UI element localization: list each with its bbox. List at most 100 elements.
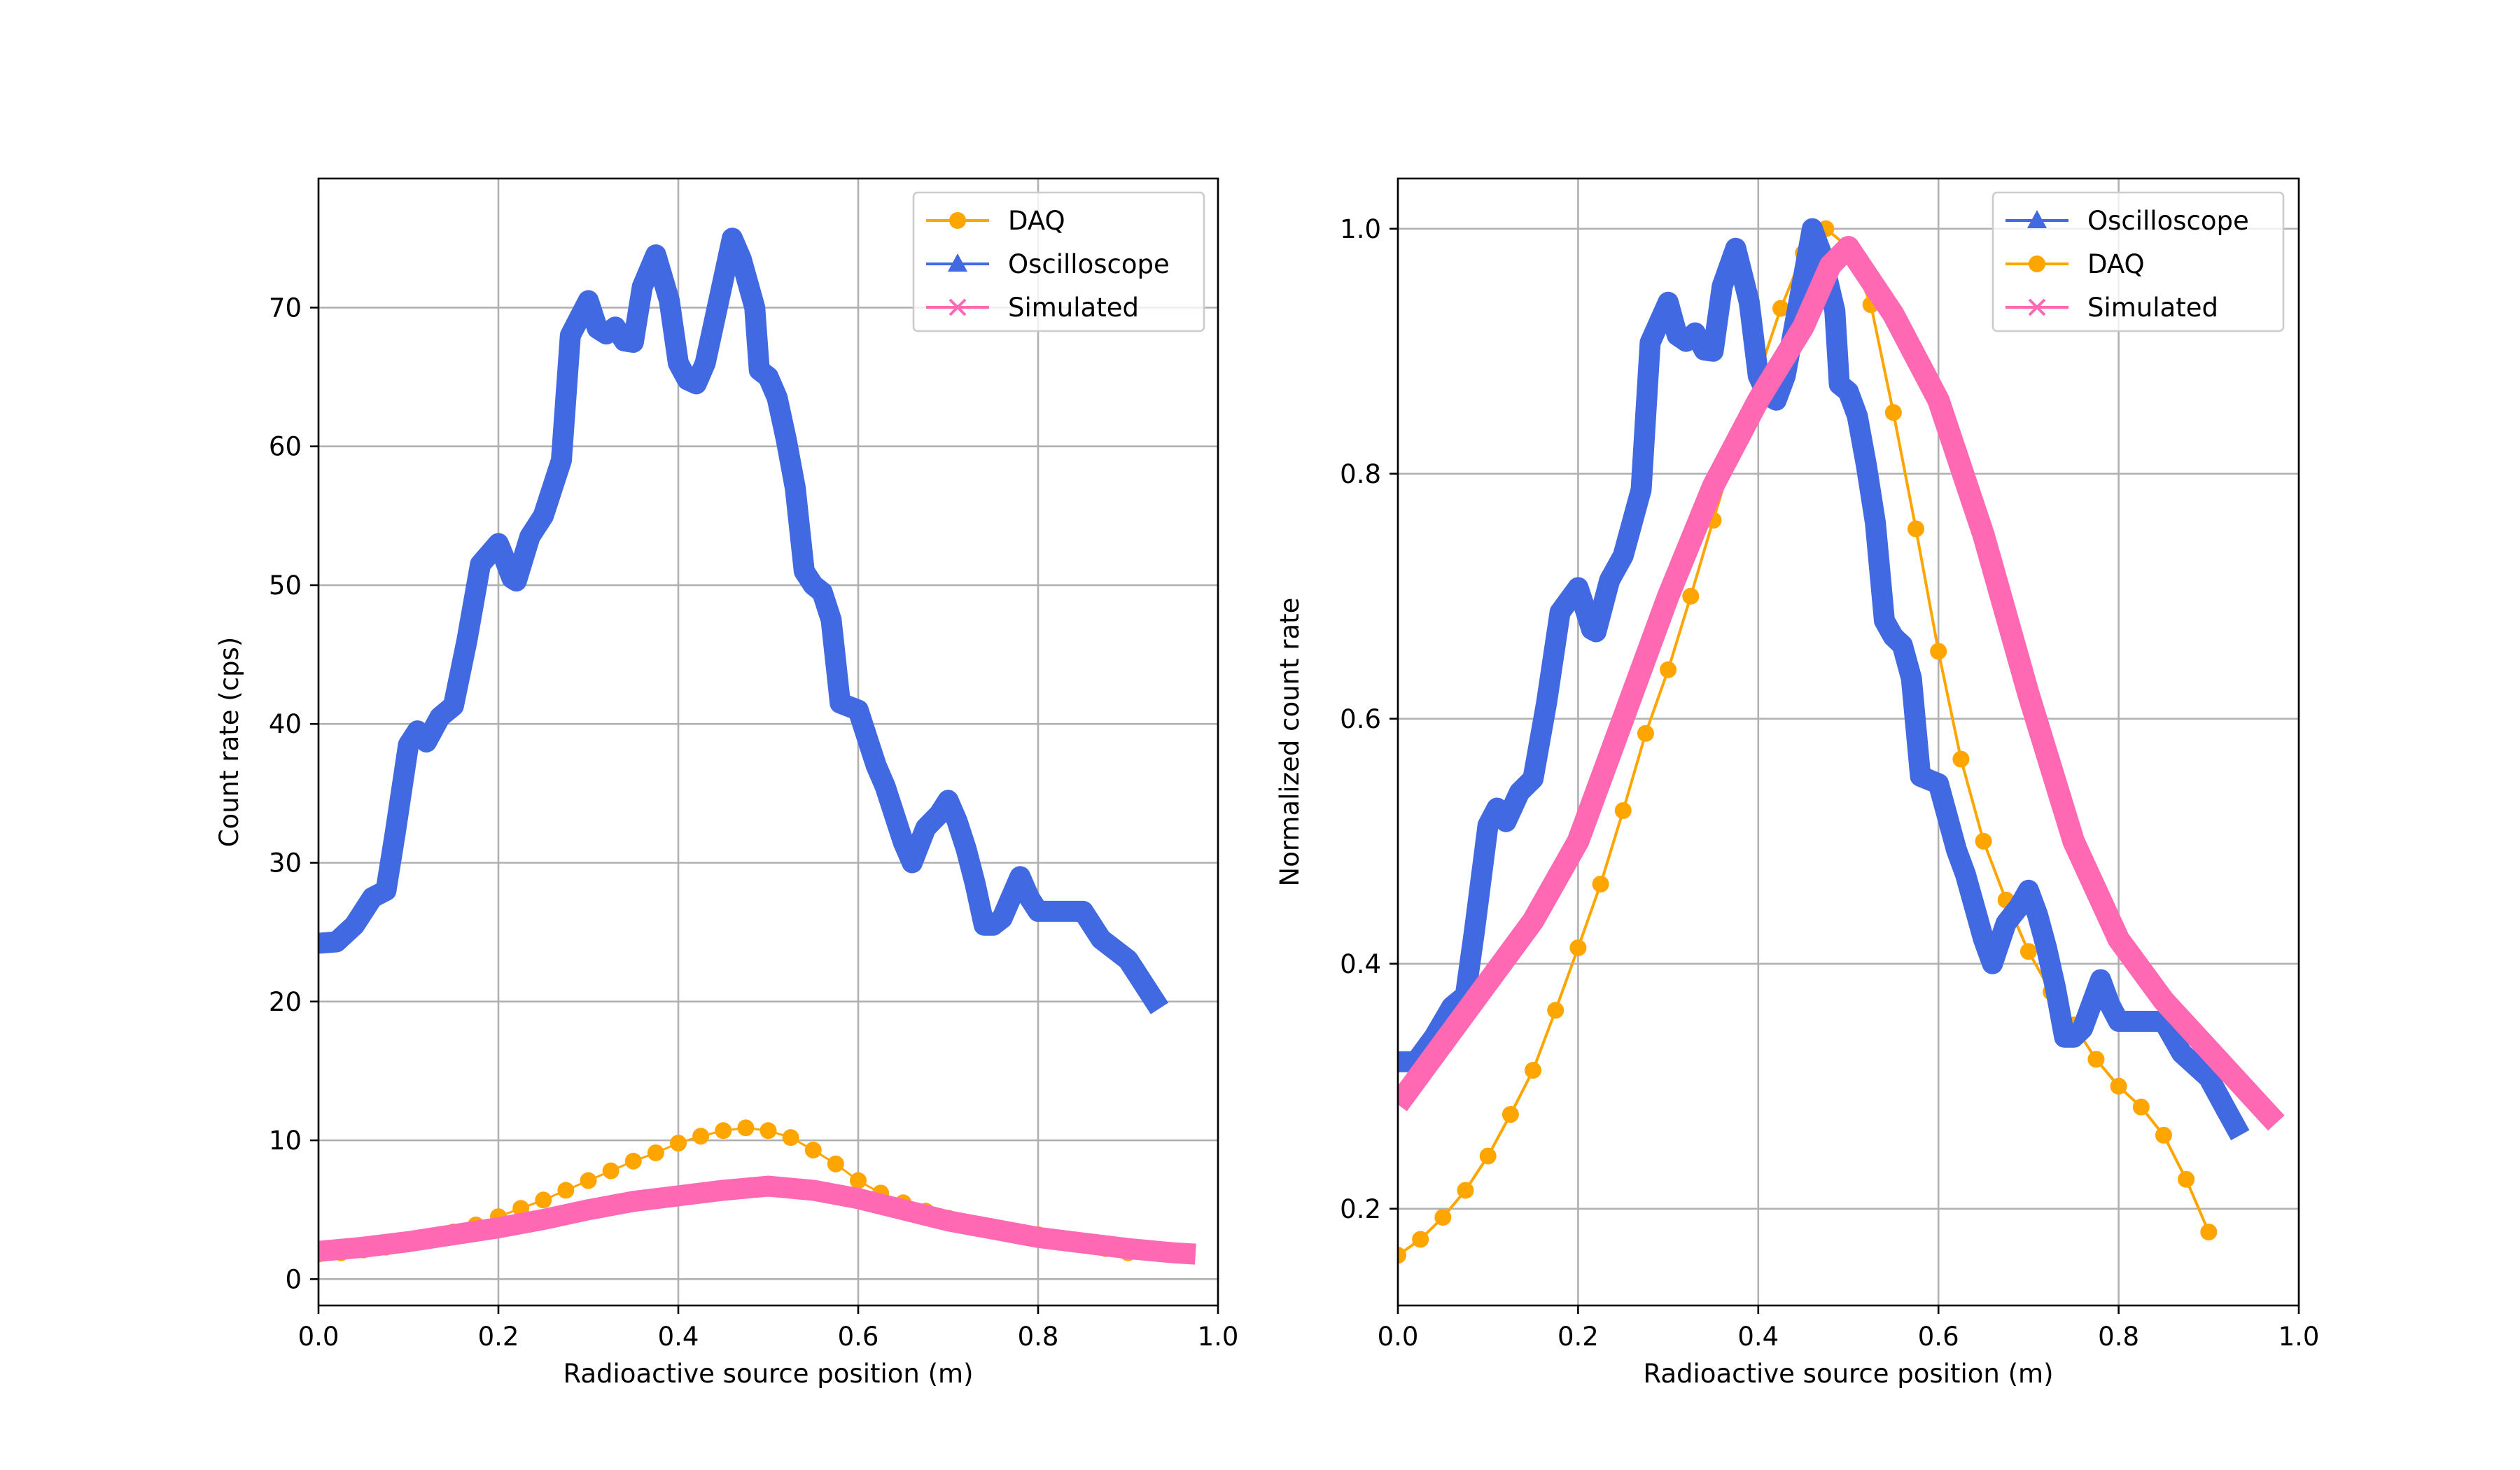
legend: DAQ Oscilloscope Simulated: [912, 191, 1205, 332]
series-oscilloscope: [318, 227, 1169, 1014]
x-tick-label: 0.2: [1558, 1322, 1599, 1352]
data-point-daq: [827, 1155, 844, 1172]
data-point-daq: [2087, 1051, 2105, 1068]
legend-entry: Oscilloscope: [926, 249, 1170, 279]
y-tick-label: 0: [285, 1264, 302, 1294]
data-point-daq: [1682, 587, 1700, 605]
y-tick-label: 0.6: [1340, 704, 1381, 734]
legend-entry: Oscilloscope: [2005, 206, 2249, 236]
data-point-daq: [2200, 1224, 2218, 1240]
chart-panel-2: 0.0 0.2 0.4 0.6 0.8 1.0 0.2 0.4 0.6 0.8 1.0 Radioac…: [1275, 177, 2320, 1389]
data-point-daq: [602, 1162, 620, 1180]
data-point-daq: [624, 1152, 642, 1170]
data-point-daq: [535, 1191, 552, 1209]
data-point-daq: [2110, 1077, 2127, 1095]
y-tick-label: 60: [269, 432, 302, 462]
series-simulated: [318, 1175, 1196, 1265]
legend-entry: Simulated: [926, 293, 1139, 323]
plot-area: [318, 227, 1196, 1265]
x-tick-label: 0.2: [478, 1322, 519, 1352]
x-tick-label: 0.6: [838, 1322, 879, 1352]
data-point-daq: [1930, 643, 1947, 660]
data-point-daq: [1434, 1209, 1452, 1226]
data-point-daq: [2178, 1170, 2195, 1188]
x-tick-label: 1.0: [2278, 1322, 2320, 1352]
axes-frame: [1396, 177, 2300, 1307]
data-point-daq: [557, 1182, 575, 1199]
chart-panel-1: 0.0 0.2 0.4 0.6 0.8 1.0 0 10 20 30 40 50 60 70 Radioac…: [214, 177, 1239, 1389]
y-tick-label: 20: [269, 987, 302, 1017]
data-point-daq: [850, 1172, 867, 1189]
legend-marker-triangle: [948, 253, 967, 272]
legend-marker-circle: [949, 212, 966, 229]
legend-entry: DAQ: [2005, 249, 2145, 279]
legend-label: Simulated: [1008, 293, 1139, 323]
data-point-daq: [647, 1144, 664, 1161]
legend-entry: Simulated: [2005, 293, 2218, 323]
data-point-daq: [1569, 939, 1587, 956]
x-tick-label: 0.4: [1737, 1322, 1779, 1352]
y-tick-label: 0.8: [1340, 459, 1381, 489]
series-line-simulated: [318, 1175, 1196, 1265]
legend-label: Oscilloscope: [2087, 206, 2249, 236]
y-tick-label: 0.4: [1340, 949, 1381, 979]
data-point-daq: [1884, 404, 1902, 421]
data-point-daq: [1525, 1062, 1542, 1079]
data-point-daq: [737, 1119, 755, 1137]
y-tick-label: 50: [269, 570, 302, 601]
data-point-daq: [1398, 1247, 1406, 1264]
series-line-daq: [1398, 227, 2211, 1256]
legend-entry: DAQ: [926, 206, 1065, 236]
data-point-daq: [1592, 876, 1609, 892]
data-point-daq: [692, 1128, 710, 1145]
x-tick-label: 0.8: [2098, 1322, 2139, 1352]
data-point-daq: [1412, 1231, 1429, 1248]
y-axis-label: Count rate (cps): [214, 637, 244, 848]
plot-area: [1398, 218, 2285, 1264]
series-daq: [1398, 220, 2218, 1264]
y-tick-label: 70: [269, 293, 302, 323]
data-point-daq: [804, 1141, 822, 1158]
legend-marker-x: [2028, 298, 2046, 316]
data-point-daq: [580, 1172, 597, 1189]
legend-label: Simulated: [2087, 293, 2218, 323]
data-point-daq: [1772, 300, 1789, 317]
data-point-daq: [670, 1135, 687, 1152]
data-point-daq: [1660, 661, 1677, 678]
data-point-daq: [2019, 943, 2037, 960]
x-tick-label: 0.0: [1378, 1322, 1419, 1352]
x-axis-label: Radioactive source position (m): [563, 1359, 973, 1389]
y-axis-label: Normalized count rate: [1275, 598, 1305, 887]
x-tick-label: 0.6: [1918, 1322, 1959, 1352]
legend-label: DAQ: [2087, 249, 2145, 279]
data-point-daq: [1907, 520, 1925, 538]
axes-frame: [317, 177, 1219, 1307]
data-point-daq: [1637, 724, 1654, 742]
legend-marker-x: [948, 298, 967, 316]
series-line-simulated: [1398, 236, 2285, 1131]
data-point-daq: [1502, 1106, 1519, 1123]
series-oscilloscope: [1398, 218, 2250, 1141]
data-point-daq: [1457, 1182, 1474, 1199]
data-point-daq: [1975, 832, 1992, 850]
series-simulated: [1398, 236, 2285, 1131]
y-tick-label: 40: [269, 709, 302, 739]
x-tick-label: 1.0: [1198, 1322, 1239, 1352]
series-line-oscilloscope: [318, 227, 1169, 1014]
legend-marker-circle: [2029, 255, 2045, 272]
y-tick-label: 30: [269, 848, 302, 878]
x-tick-label: 0.0: [298, 1322, 340, 1352]
data-point-daq: [2132, 1098, 2150, 1116]
y-tick-label: 10: [269, 1126, 302, 1156]
data-point-daq: [760, 1122, 777, 1140]
x-tick-label: 0.4: [658, 1322, 699, 1352]
legend-box: [912, 191, 1205, 332]
data-point-daq: [715, 1122, 732, 1140]
data-point-daq: [1479, 1147, 1497, 1165]
legend-box: [1991, 191, 2285, 332]
data-point-daq: [782, 1129, 799, 1147]
y-tick-label: 0.2: [1340, 1194, 1381, 1224]
series-line-oscilloscope: [1398, 218, 2250, 1141]
legend: Oscilloscope DAQ Simulated: [1991, 191, 2285, 332]
legend-label: Oscilloscope: [1008, 249, 1170, 279]
